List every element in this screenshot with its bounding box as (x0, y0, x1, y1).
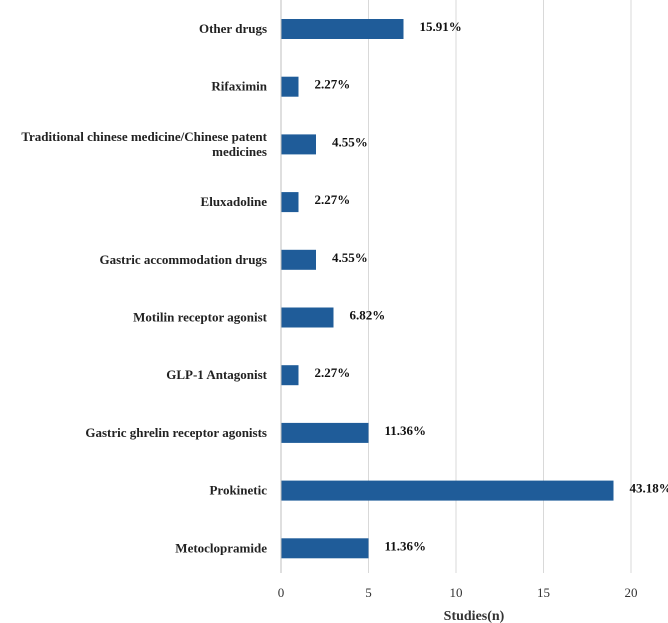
bar (281, 134, 316, 155)
category-label: Metoclopramide (175, 540, 267, 555)
data-label: 2.27% (315, 365, 351, 380)
bar (281, 365, 299, 386)
gridlines (368, 0, 632, 573)
category-label: Eluxadoline (201, 194, 268, 209)
bar (281, 249, 316, 270)
category-label: Gastric ghrelin receptor agonists (85, 425, 267, 440)
bars (281, 19, 614, 559)
data-labels: 15.91% 2.27% 4.55% 2.27% 4.55% 6.82% 2.27% 11.3… (315, 19, 668, 553)
bar (281, 422, 369, 443)
data-label: 2.27% (315, 77, 351, 92)
data-label: 15.91% (420, 19, 462, 34)
x-tick-labels: 0 5 10 15 20 (278, 585, 638, 600)
x-tick-label: 0 (278, 585, 285, 600)
category-labels: Other drugs Rifaximin Traditional chinese … (21, 21, 267, 555)
x-tick-label: 15 (537, 585, 550, 600)
data-label: 11.36% (385, 538, 427, 553)
category-label: Other drugs (199, 21, 267, 36)
x-tick-label: 20 (625, 585, 638, 600)
category-label: GLP-1 Antagonist (166, 367, 267, 382)
bar (281, 192, 299, 213)
category-label: Gastric accommodation drugs (99, 252, 267, 267)
data-label: 11.36% (385, 423, 427, 438)
data-label: 2.27% (315, 192, 351, 207)
data-label: 43.18% (630, 481, 668, 496)
bar (281, 19, 404, 39)
data-label: 4.55% (332, 134, 368, 149)
category-label: Prokinetic (209, 483, 267, 498)
x-tick-label: 10 (450, 585, 463, 600)
x-tick-label: 5 (365, 585, 372, 600)
category-label: Motilin receptor agonist (133, 310, 268, 325)
bar (281, 480, 614, 501)
bar (281, 307, 334, 328)
bar (281, 76, 299, 97)
category-label: Traditional chinese medicine/Chinese pat… (21, 129, 267, 159)
x-axis-title: Studies(n) (444, 609, 505, 623)
data-label: 4.55% (332, 250, 368, 265)
data-label: 6.82% (350, 308, 386, 323)
bar (281, 538, 369, 559)
category-label: Rifaximin (211, 79, 267, 94)
